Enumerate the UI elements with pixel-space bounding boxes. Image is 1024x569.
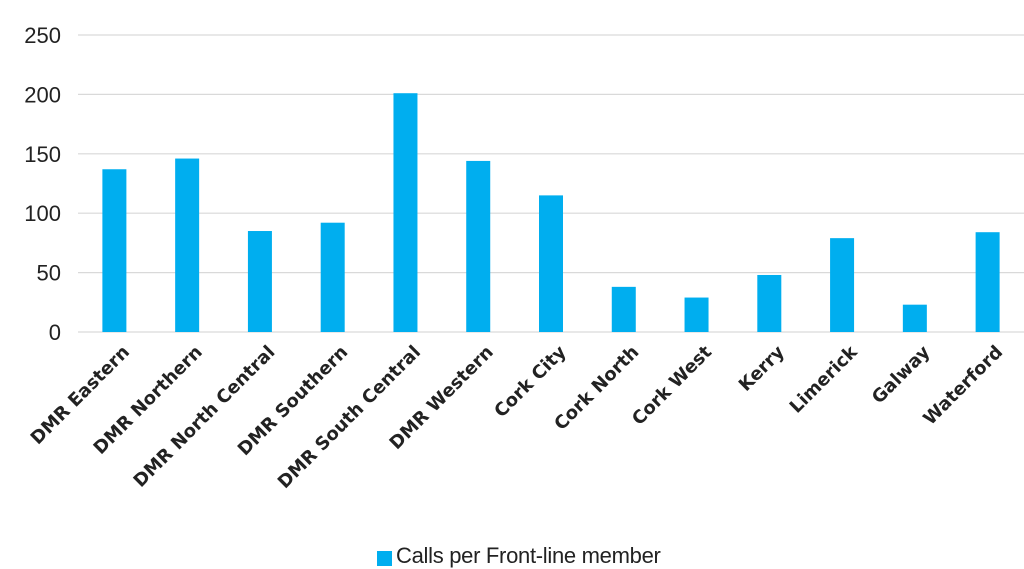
- bars: [102, 93, 1000, 332]
- bar: [466, 160, 491, 332]
- y-tick-label: 250: [24, 23, 61, 48]
- x-tick-label: Limerick: [786, 341, 863, 418]
- bar: [684, 297, 709, 332]
- bar: [975, 232, 1000, 332]
- y-tick-label: 150: [24, 142, 61, 167]
- bar: [175, 158, 200, 332]
- y-axis-ticks: 0 50 100 150 200 250: [24, 23, 61, 345]
- bar: [393, 93, 418, 332]
- y-tick-label: 100: [24, 201, 61, 226]
- x-tick-label: DMR North Central: [130, 342, 280, 492]
- bar: [539, 195, 563, 332]
- legend: Calls per Front-line member: [377, 543, 661, 569]
- bar: [247, 231, 272, 332]
- bar: [320, 222, 345, 332]
- bar: [102, 169, 127, 332]
- x-tick-label: Cork City: [490, 342, 570, 422]
- bar: [611, 286, 636, 332]
- y-tick-label: 200: [24, 82, 61, 107]
- bar: [757, 274, 782, 332]
- y-tick-label: 0: [49, 320, 61, 345]
- y-tick-label: 50: [37, 261, 61, 286]
- x-tick-label: Galway: [868, 341, 935, 408]
- legend-swatch: [377, 550, 392, 566]
- bar: [830, 238, 855, 332]
- legend-label: Calls per Front-line member: [396, 543, 661, 568]
- bar: [902, 304, 927, 332]
- x-tick-label: Kerry: [735, 341, 789, 395]
- x-tick-label: DMR South Central: [274, 342, 425, 493]
